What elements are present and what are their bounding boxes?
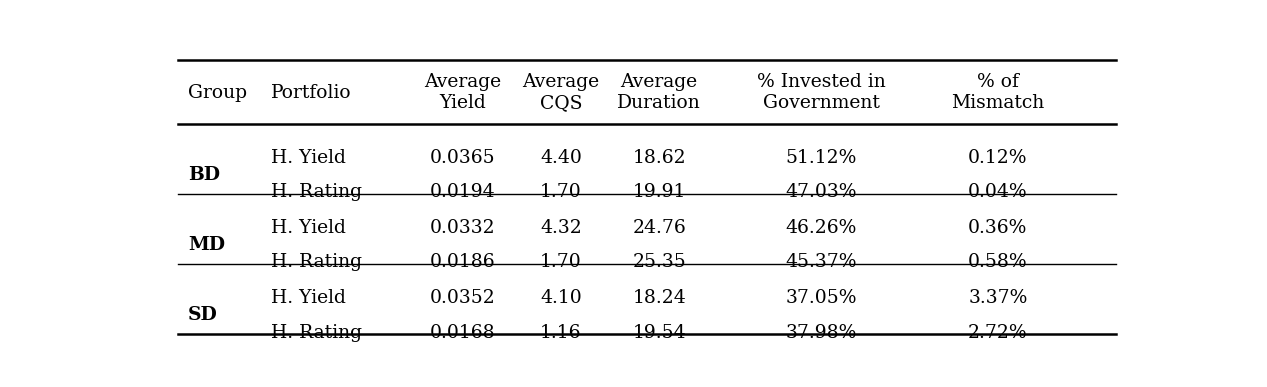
Text: H. Rating: H. Rating	[271, 253, 362, 272]
Text: 4.32: 4.32	[540, 219, 582, 237]
Text: 24.76: 24.76	[632, 219, 685, 237]
Text: Portfolio: Portfolio	[271, 84, 352, 102]
Text: H. Rating: H. Rating	[271, 183, 362, 202]
Text: 0.04%: 0.04%	[968, 183, 1028, 202]
Text: H. Yield: H. Yield	[271, 219, 346, 237]
Text: 51.12%: 51.12%	[786, 149, 856, 167]
Text: MD: MD	[188, 236, 224, 253]
Text: 19.54: 19.54	[632, 324, 685, 341]
Text: 0.58%: 0.58%	[968, 253, 1028, 272]
Text: 0.0186: 0.0186	[430, 253, 495, 272]
Text: H. Yield: H. Yield	[271, 149, 346, 167]
Text: 45.37%: 45.37%	[786, 253, 856, 272]
Text: 4.10: 4.10	[540, 289, 582, 307]
Text: 3.37%: 3.37%	[968, 289, 1028, 307]
Text: H. Yield: H. Yield	[271, 289, 346, 307]
Text: 0.0168: 0.0168	[430, 324, 495, 341]
Text: % of
Mismatch: % of Mismatch	[952, 73, 1044, 112]
Text: 19.91: 19.91	[632, 183, 685, 202]
Text: 2.72%: 2.72%	[968, 324, 1028, 341]
Text: 0.0332: 0.0332	[430, 219, 495, 237]
Text: 25.35: 25.35	[632, 253, 685, 272]
Text: SD: SD	[188, 306, 218, 324]
Text: Average
Duration: Average Duration	[617, 73, 701, 112]
Text: 1.16: 1.16	[540, 324, 582, 341]
Text: Average
CQS: Average CQS	[522, 73, 599, 112]
Text: 37.05%: 37.05%	[786, 289, 856, 307]
Text: 0.0194: 0.0194	[430, 183, 495, 202]
Text: 18.62: 18.62	[632, 149, 685, 167]
Text: Average
Yield: Average Yield	[424, 73, 502, 112]
Text: 4.40: 4.40	[540, 149, 582, 167]
Text: 46.26%: 46.26%	[786, 219, 856, 237]
Text: 0.0352: 0.0352	[430, 289, 495, 307]
Text: 18.24: 18.24	[632, 289, 685, 307]
Text: 0.36%: 0.36%	[968, 219, 1028, 237]
Text: 0.12%: 0.12%	[968, 149, 1028, 167]
Text: 1.70: 1.70	[540, 253, 582, 272]
Text: H. Rating: H. Rating	[271, 324, 362, 341]
Text: 0.0365: 0.0365	[430, 149, 495, 167]
Text: 37.98%: 37.98%	[786, 324, 856, 341]
Text: BD: BD	[188, 166, 220, 183]
Text: Group: Group	[188, 84, 247, 102]
Text: 1.70: 1.70	[540, 183, 582, 202]
Text: 47.03%: 47.03%	[786, 183, 856, 202]
Text: % Invested in
Government: % Invested in Government	[756, 73, 886, 112]
